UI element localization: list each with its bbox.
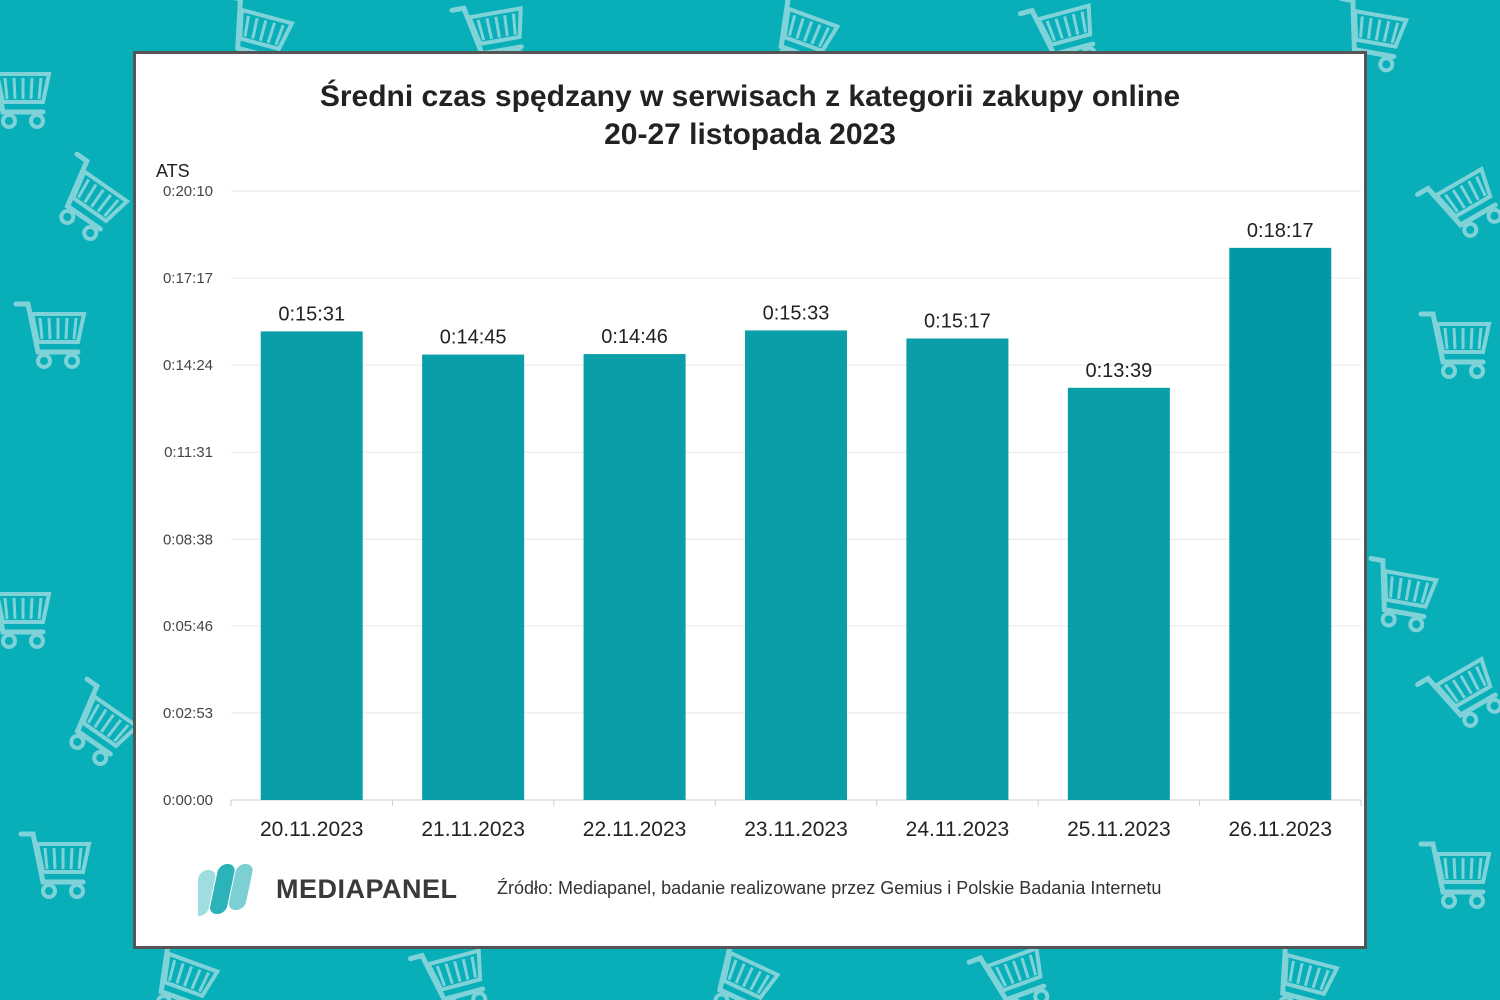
chart-card: Średni czas spędzany w serwisach z kateg… (133, 51, 1367, 949)
shopping-cart-icon (1418, 841, 1492, 909)
shopping-cart-icon (1418, 311, 1492, 379)
shopping-cart-icon (1415, 656, 1500, 728)
y-tick-label: 0:17:17 (163, 270, 213, 287)
data-label: 0:14:45 (440, 327, 507, 349)
bar (745, 330, 847, 800)
data-label: 0:14:46 (601, 326, 668, 348)
x-tick-label: 26.11.2023 (1229, 818, 1333, 841)
source-note: Źródło: Mediapanel, badanie realizowane … (497, 878, 1162, 898)
shopping-cart-icon (18, 831, 92, 899)
bar (1067, 387, 1170, 800)
bar (1229, 247, 1332, 801)
bar (583, 354, 686, 800)
bar (422, 354, 525, 800)
data-label: 0:18:17 (1247, 220, 1314, 242)
shopping-cart-icon (1271, 938, 1340, 1000)
y-tick-label: 0:08:38 (163, 531, 213, 548)
data-label: 0:15:33 (763, 302, 830, 324)
chart-title: Średni czas spędzany w serwisach z kateg… (136, 78, 1364, 154)
x-tick-label: 21.11.2023 (421, 818, 525, 841)
x-tick-label: 25.11.2023 (1067, 818, 1171, 841)
y-tick-label: 0:00:00 (163, 792, 213, 809)
shopping-cart-icon (407, 948, 488, 1000)
shopping-cart-icon (1415, 166, 1500, 238)
data-label: 0:15:31 (278, 303, 345, 325)
y-tick-label: 0:02:53 (163, 705, 213, 722)
y-tick-label: 0:14:24 (163, 357, 213, 374)
bar (906, 338, 1009, 800)
x-tick-label: 22.11.2023 (583, 818, 687, 841)
shopping-cart-icon (966, 945, 1050, 1000)
data-label: 0:13:39 (1085, 360, 1152, 382)
shopping-cart-icon (59, 151, 131, 242)
shopping-cart-icon (0, 592, 52, 649)
y-tick-label: 0:05:46 (163, 618, 213, 635)
mediapanel-logo: MEDIAPANEL (198, 860, 488, 920)
y-tick-label: 0:20:10 (163, 183, 213, 200)
x-tick-label: 23.11.2023 (744, 818, 848, 841)
x-tick-label: 20.11.2023 (260, 818, 364, 841)
shopping-cart-icon (69, 676, 141, 767)
shopping-cart-icon (1368, 555, 1440, 633)
x-tick-label: 24.11.2023 (906, 818, 1010, 841)
shopping-cart-icon (0, 72, 52, 129)
y-tick-label: 0:11:31 (164, 444, 213, 461)
y-axis-label: ATS (156, 161, 190, 181)
bar (260, 331, 363, 800)
bar-chart: ATS 0:00:00 0:02:53 0:05:46 0:08:38 0:11:31 0:… (156, 161, 1362, 841)
chart-title-line-2: 20-27 listopada 2023 (604, 118, 896, 151)
shopping-cart-icon (13, 301, 87, 369)
chart-title-line-1: Średni czas spędzany w serwisach z kateg… (319, 80, 1181, 113)
data-label: 0:15:17 (924, 310, 991, 332)
mediapanel-logo-icon (198, 864, 253, 916)
mediapanel-logo-text: MEDIAPANEL (276, 874, 458, 904)
